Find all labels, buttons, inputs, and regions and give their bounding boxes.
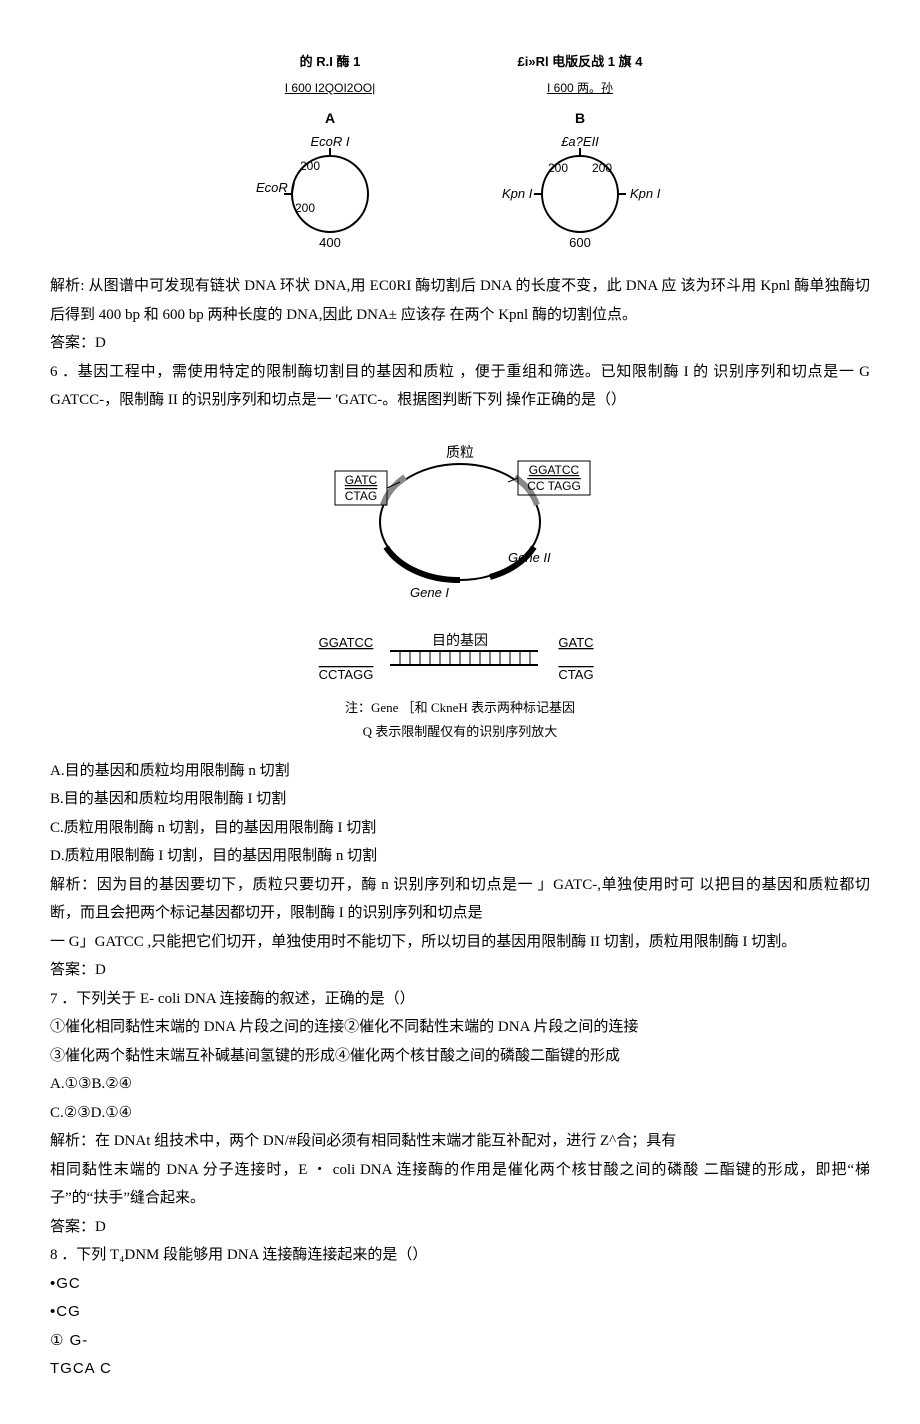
q7-ans: 答案：D (50, 1213, 870, 1242)
fig-right-sub: I 600 两。孙 (490, 77, 670, 100)
fig-left-title: 的 R.I 酶 1 (250, 50, 410, 75)
tg-lb: CCTAGG (319, 667, 374, 682)
q6-ans: 答案：D (50, 956, 870, 985)
gene1: Gene I (410, 585, 449, 600)
fig-right-title: £i»Rl 电版反战 1 旗 4 (490, 50, 670, 75)
q8-stem: 8 ．下列 T₄DNM 段能够用 DNA 连接酶连接起来的是（） (50, 1241, 870, 1270)
q6-expl2: 一 G」GATCC ,只能把它们切开，单独使用时不能切下，所以切目的基因用限制酶… (50, 928, 870, 957)
target-gene-diagram: GGATCC CCTAGG 目的基因 GATC CTAG 注：Gene ［和 C… (50, 629, 870, 745)
pl-tr-a: GGATCC (529, 463, 580, 477)
figure-left: 的 R.I 酶 1 I 600 I2QOI2OO| A EcoR I 200 E… (250, 50, 410, 252)
q7-optA: A.①③B.②④ (50, 1070, 870, 1099)
plasmid-note2: Q 表示限制醒仅有的识别序列放大 (50, 720, 870, 745)
question-6-stem: 6 ．基因工程中，需使用特定的限制酶切割目的基因和质粒 ，便于重组和筛选。已知限… (50, 358, 870, 415)
q6-optB: B.目的基因和质粒均用限制酶 I 切割 (50, 785, 870, 814)
q7-expl2: 相同黏性末端的 DNA 分子连接时，E ・ coli DNA 连接酶的作用是催化… (50, 1156, 870, 1213)
plasmid-note1: 注：Gene ［和 CkneH 表示两种标记基因 (50, 696, 870, 721)
b-bottom: 600 (569, 235, 591, 250)
b-left-label: Kpn I (502, 186, 533, 201)
pl-tr-b: CC TAGG (527, 479, 581, 493)
answer-5: 答案：D (50, 329, 870, 358)
a-top-num: 200 (300, 159, 320, 173)
plasmid-diagram: 质粒 GATC CTAG GGATCC CC TAGG Gene I Gene … (50, 427, 870, 618)
b-right-label: Kpn I (630, 186, 661, 201)
q7-line2: ③催化两个黏性末端互补碱基间氢键的形成④催化两个核甘酸之间的磷酸二酯键的形成 (50, 1042, 870, 1071)
tg-label: 目的基因 (432, 632, 488, 648)
q6-optD: D.质粒用限制酶 I 切割，目的基因用限制酶 n 切割 (50, 842, 870, 871)
b-top-label: £a?EII (560, 134, 599, 149)
pl-tl-a: GATC (345, 473, 378, 487)
q7-optC: C.②③D.①④ (50, 1099, 870, 1128)
a-bottom: 400 (319, 235, 341, 250)
a-top-label: EcoR I (310, 134, 349, 149)
target-svg: GGATCC CCTAGG 目的基因 GATC CTAG (300, 629, 620, 685)
fig-left-sub: I 600 I2QOI2OO| (250, 77, 410, 100)
circle-b-svg: £a?EII 200 200 Kpn I Kpn I 600 (490, 132, 670, 252)
plasmid-svg: 质粒 GATC CTAG GGATCC CC TAGG Gene I Gene … (310, 427, 610, 607)
figure-right: £i»Rl 电版反战 1 旗 4 I 600 两。孙 B £a?EII 200 … (490, 50, 670, 252)
q8-seq3: ① G- (50, 1327, 870, 1356)
plasmid-title: 质粒 (446, 444, 474, 460)
a-left-num: 200 (295, 201, 315, 215)
q6-expl: 解析：因为目的基因要切下，质粒只要切开，酶 n 识别序列和切点是一 」GATC-… (50, 871, 870, 928)
q7-line1: ①催化相同黏性末端的 DNA 片段之间的连接②催化不同黏性末端的 DNA 片段之… (50, 1013, 870, 1042)
tg-la: GGATCC (319, 635, 374, 650)
tg-rb: CTAG (558, 667, 593, 682)
q8-seq4: TGCA C (50, 1355, 870, 1384)
pl-tl-b: CTAG (345, 489, 377, 503)
circle-a-svg: EcoR I 200 EcoR I 200 400 (250, 132, 410, 252)
q6-optC: C.质粒用限制酶 n 切割，目的基因用限制酶 I 切割 (50, 814, 870, 843)
b-tl-num: 200 (548, 161, 568, 175)
fig-left-caption: A (250, 105, 410, 132)
fig-right-caption: B (490, 105, 670, 132)
gene2: Gene II (508, 550, 551, 565)
q7-expl: 解析：在 DNAt 组技术中，两个 DN/#段间必须有相同黏性末端才能互补配对，… (50, 1127, 870, 1156)
explanation-5: 解析: 从图谱中可发现有链状 DNA 环状 DNA,用 EC0RI 酶切割后 D… (50, 272, 870, 329)
a-left-label: EcoR I (256, 180, 295, 195)
q7-stem: 7 ．下列关于 E- coli DNA 连接酶的叙述，正确的是（） (50, 985, 870, 1014)
q8-seq1: •GC (50, 1270, 870, 1299)
tg-ra: GATC (558, 635, 593, 650)
figure-enzyme-maps: 的 R.I 酶 1 I 600 I2QOI2OO| A EcoR I 200 E… (50, 50, 870, 252)
b-tr-num: 200 (592, 161, 612, 175)
q6-optA: A.目的基因和质粒均用限制酶 n 切割 (50, 757, 870, 786)
